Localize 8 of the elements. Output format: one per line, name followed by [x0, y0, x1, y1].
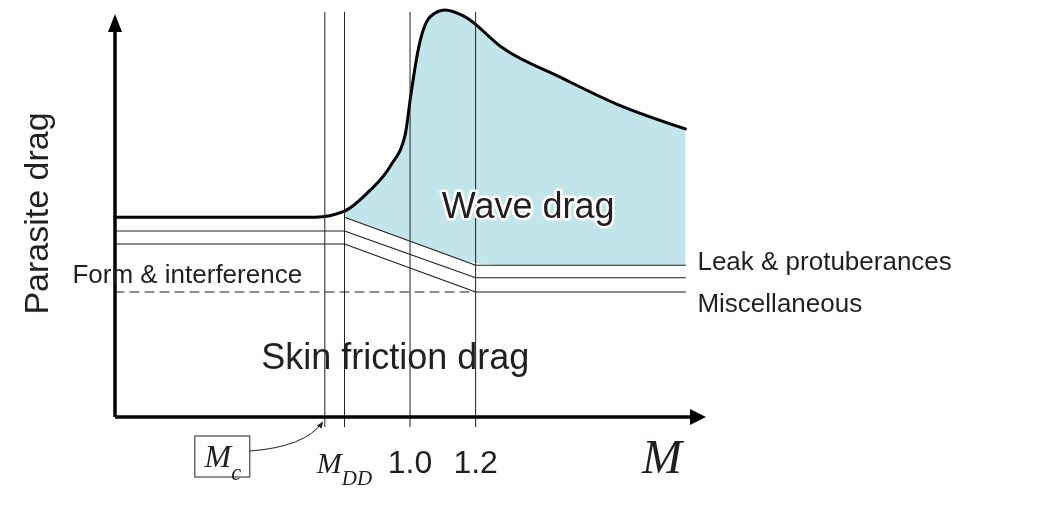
text: Miscellaneous [697, 287, 863, 318]
x-axis-title: M [641, 430, 686, 483]
x-tick-label: 1.2 [453, 444, 498, 480]
text: M$_{c}$ [203, 438, 242, 485]
x-tick-label: M$_{DD}$ [315, 446, 373, 490]
y-axis-title: Parasite drag [17, 112, 55, 315]
x-tick-label: 1.0 [387, 444, 433, 480]
text: Leak & protuberances [697, 246, 952, 277]
